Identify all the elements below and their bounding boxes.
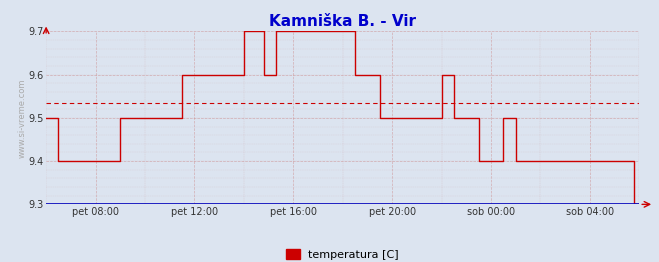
Legend: temperatura [C]: temperatura [C] xyxy=(282,245,403,262)
Y-axis label: www.si-vreme.com: www.si-vreme.com xyxy=(18,78,26,158)
Title: Kamniška B. - Vir: Kamniška B. - Vir xyxy=(269,14,416,29)
